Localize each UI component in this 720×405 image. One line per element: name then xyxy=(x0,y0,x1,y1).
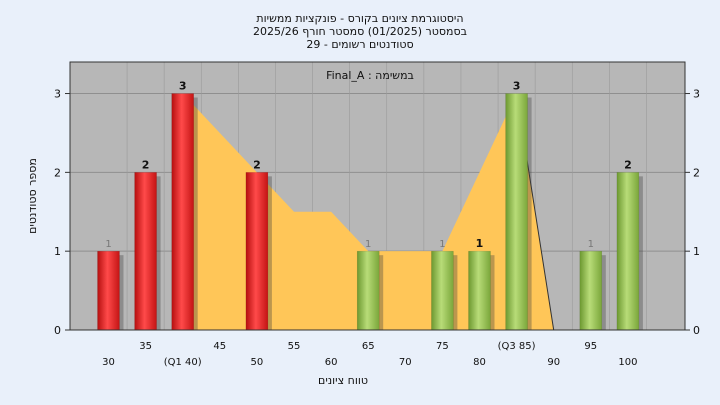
x-tick-label: 80 xyxy=(473,357,486,368)
data-label: 1 xyxy=(439,239,445,250)
chart-semester: בסמסטר (01/2025) סמסטר חורף 2025/26 xyxy=(253,25,467,38)
y-tick-label-right: 3 xyxy=(693,88,700,101)
data-label: 3 xyxy=(179,80,187,93)
y-tick-label: 3 xyxy=(54,88,61,101)
bar xyxy=(97,250,120,331)
x-tick-label: 75 xyxy=(436,341,449,352)
chart-title: היסטוגרמת ציונים בקורס - פונקציות ממשיות xyxy=(256,12,464,25)
bar xyxy=(579,250,603,331)
x-tick-label: 65 xyxy=(362,341,375,352)
bars-group: 1 2 3 2 1 1 1 3 1 2 xyxy=(97,80,643,331)
chart-enrolled: סטודנטים רשומים - 29 xyxy=(306,38,414,51)
x-tick-label: (Q1 40) xyxy=(164,357,202,368)
data-label: 2 xyxy=(253,158,261,171)
y-tick-label-right: 2 xyxy=(693,166,700,179)
bar xyxy=(431,250,454,331)
x-tick-label: 100 xyxy=(618,357,637,368)
x-tick-label: 70 xyxy=(399,357,412,368)
x-tick-label: 55 xyxy=(288,341,301,352)
data-label: 2 xyxy=(624,158,632,171)
x-tick-label: 35 xyxy=(139,341,152,352)
bar xyxy=(616,172,640,331)
x-tick-label: 50 xyxy=(251,357,264,368)
bar xyxy=(171,93,194,331)
x-tick-label: 45 xyxy=(213,341,226,352)
assignment-label: במשימה : Final_A xyxy=(326,69,414,82)
axes-group: 0 0 1 1 2 2 3 3 30 35 (Q1 40) 45 50 55 60 65 70 75 80 (Q3 8… xyxy=(54,61,700,368)
y-tick-label: 0 xyxy=(54,324,61,337)
bar xyxy=(356,250,380,331)
data-label: 1 xyxy=(105,239,111,250)
data-label: 1 xyxy=(476,237,484,250)
x-axis-title: טווח ציונים xyxy=(318,374,368,387)
data-label: 1 xyxy=(588,239,594,250)
y-tick-label-right: 0 xyxy=(693,324,700,337)
x-tick-label: 95 xyxy=(584,341,597,352)
y-tick-label: 1 xyxy=(54,245,61,258)
data-label: 2 xyxy=(142,158,150,171)
x-tick-label: (Q3 85) xyxy=(498,341,536,352)
bar xyxy=(245,172,269,331)
y-tick-label: 2 xyxy=(54,166,61,179)
x-tick-label: 90 xyxy=(547,357,560,368)
plot-border xyxy=(69,61,686,331)
x-tick-label: 30 xyxy=(102,357,115,368)
bar xyxy=(134,172,157,331)
y-axis-title: מספר סטודנטים xyxy=(26,158,39,234)
y-tick-label-right: 1 xyxy=(693,245,700,258)
data-label: 3 xyxy=(513,80,521,93)
area-fill xyxy=(182,93,554,330)
bar xyxy=(505,93,528,331)
data-label: 1 xyxy=(365,239,371,250)
bar xyxy=(468,250,491,331)
x-tick-label: 60 xyxy=(325,357,338,368)
